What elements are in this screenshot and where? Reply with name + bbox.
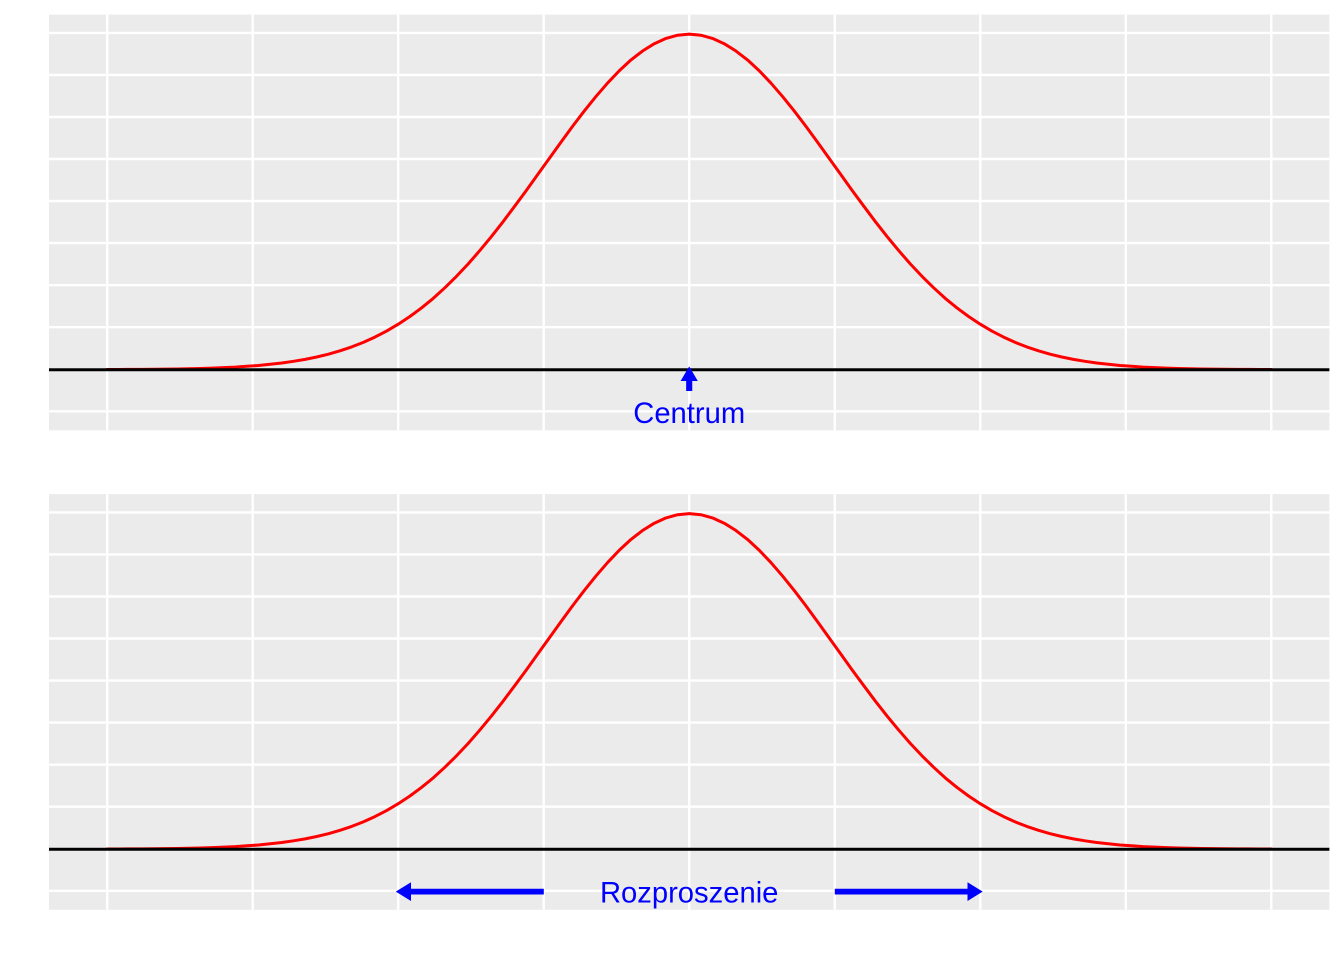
svg-text:Centrum: Centrum [633,398,745,430]
svg-text:Rozproszenie: Rozproszenie [600,878,778,910]
